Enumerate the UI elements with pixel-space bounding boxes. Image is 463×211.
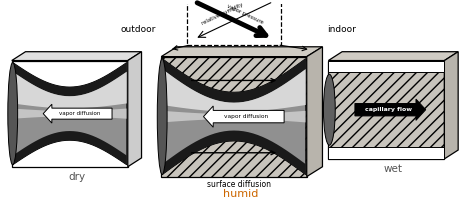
Polygon shape — [162, 111, 305, 122]
Ellipse shape — [323, 74, 335, 145]
Polygon shape — [13, 62, 126, 96]
Polygon shape — [13, 62, 126, 165]
Text: dry: dry — [68, 172, 85, 182]
Polygon shape — [203, 106, 283, 127]
Polygon shape — [43, 104, 112, 123]
Polygon shape — [12, 61, 127, 167]
Polygon shape — [161, 57, 306, 177]
Text: outdoor: outdoor — [121, 25, 156, 34]
Polygon shape — [161, 47, 322, 57]
Text: vapor diffusion: vapor diffusion — [58, 111, 100, 116]
Polygon shape — [162, 59, 305, 175]
Polygon shape — [328, 61, 444, 159]
Text: wet: wet — [383, 164, 402, 174]
Polygon shape — [444, 52, 457, 159]
Text: relative humidity: relative humidity — [200, 2, 244, 26]
Text: surface diffusion: surface diffusion — [206, 180, 270, 189]
Polygon shape — [354, 99, 425, 120]
Text: indoor: indoor — [327, 25, 356, 34]
Polygon shape — [12, 52, 141, 61]
Polygon shape — [13, 131, 126, 165]
Text: humid: humid — [222, 189, 257, 199]
Polygon shape — [306, 47, 322, 177]
Polygon shape — [162, 131, 305, 175]
Bar — [187, 0, 281, 45]
Text: vapor diffusion: vapor diffusion — [223, 114, 267, 119]
Polygon shape — [328, 147, 444, 159]
Polygon shape — [13, 108, 126, 119]
Text: vapor pressure: vapor pressure — [226, 4, 264, 25]
Ellipse shape — [8, 62, 18, 165]
Polygon shape — [162, 69, 305, 112]
Polygon shape — [13, 72, 126, 108]
Text: capillary flow: capillary flow — [364, 107, 411, 112]
Ellipse shape — [157, 59, 167, 175]
Polygon shape — [162, 59, 305, 103]
Polygon shape — [328, 52, 457, 61]
Polygon shape — [328, 61, 444, 72]
Polygon shape — [127, 52, 141, 167]
